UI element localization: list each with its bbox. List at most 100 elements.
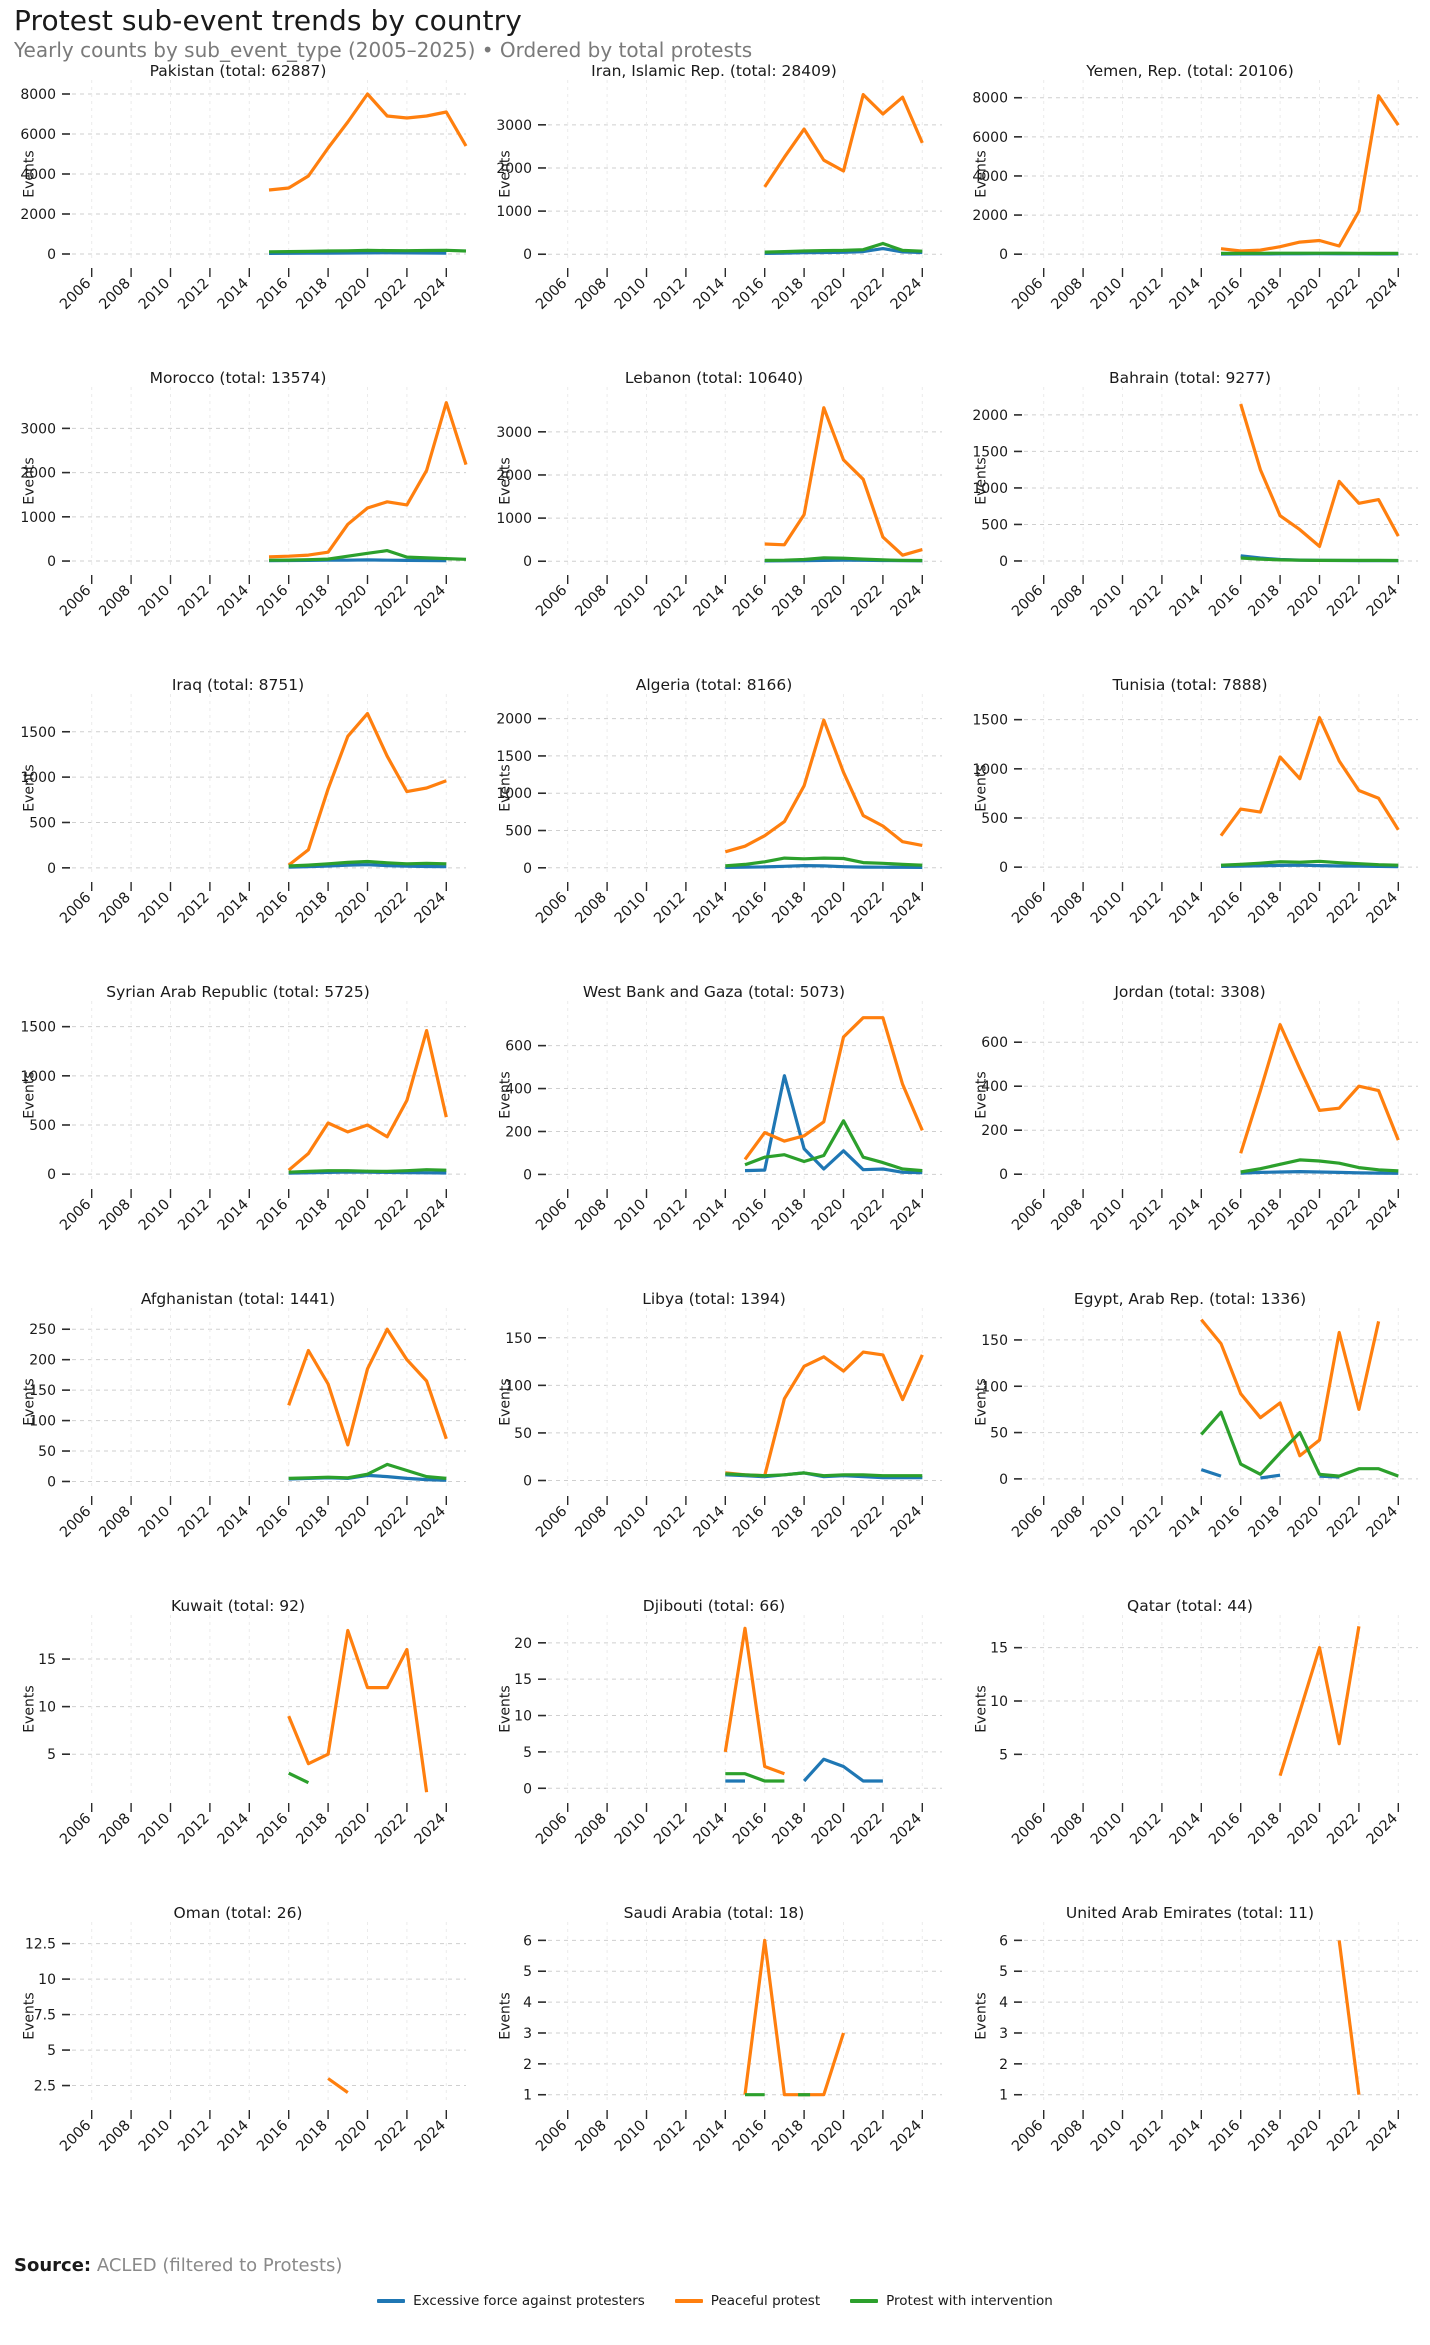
x-tick-label: 2018	[294, 1504, 331, 1541]
x-tick-label: 2022	[848, 1811, 885, 1848]
y-tick-label: 1500	[20, 725, 56, 741]
x-tick-label: 2010	[1088, 1811, 1125, 1848]
series-line	[269, 250, 466, 252]
x-tick-label: 2006	[1009, 1811, 1046, 1848]
y-tick-label: 0	[999, 1167, 1008, 1183]
y-tick-label: 5	[523, 1745, 532, 1761]
legend-item[interactable]: Excessive force against protesters	[377, 2293, 645, 2309]
x-tick-label: 2020	[333, 2118, 370, 2155]
x-tick-label: 2018	[1246, 2118, 1283, 2155]
x-tick-label: 2016	[1206, 2118, 1243, 2155]
y-tick-label: 10	[990, 1694, 1008, 1710]
page-subtitle: Yearly counts by sub_event_type (2005–20…	[14, 38, 752, 62]
x-tick-label: 2020	[1285, 1811, 1322, 1848]
y-tick-label: 0	[999, 1472, 1008, 1488]
legend-item[interactable]: Peaceful protest	[675, 2293, 820, 2309]
x-tick-label: 2012	[651, 2118, 688, 2155]
x-tick-label: 2008	[97, 2118, 134, 2155]
x-tick-label: 2022	[372, 1504, 409, 1541]
x-tick-label: 2010	[136, 890, 173, 927]
x-tick-label: 2012	[175, 890, 212, 927]
y-tick-label: 100	[505, 1378, 532, 1394]
y-tick-label: 1000	[972, 762, 1008, 778]
y-tick-label: 10	[38, 1972, 56, 1988]
y-tick-label: 20	[514, 1636, 532, 1652]
x-tick-label: 2022	[1324, 890, 1361, 927]
x-tick-label: 2010	[612, 890, 649, 927]
x-tick-label: 2010	[136, 583, 173, 620]
x-tick-label: 2014	[691, 1811, 728, 1848]
x-tick-label: 2010	[1088, 1504, 1125, 1541]
legend-label: Protest with intervention	[886, 2293, 1053, 2309]
x-tick-label: 2018	[770, 2118, 807, 2155]
y-tick-label: 1000	[496, 204, 532, 220]
x-tick-label: 2024	[888, 1811, 925, 1848]
y-tick-label: 1000	[20, 770, 56, 786]
x-tick-label: 2018	[1246, 1811, 1283, 1848]
x-tick-label: 2006	[1009, 1504, 1046, 1541]
y-tick-label: 1000	[496, 511, 532, 527]
x-tick-label: 2018	[1246, 276, 1283, 313]
x-tick-label: 2006	[57, 1197, 94, 1234]
x-tick-label: 2010	[612, 1197, 649, 1234]
y-tick-label: 1500	[20, 1020, 56, 1036]
x-tick-label: 2020	[809, 890, 846, 927]
x-tick-label: 2020	[809, 1197, 846, 1234]
y-tick-label: 500	[29, 815, 56, 831]
x-tick-label: 2014	[691, 1197, 728, 1234]
y-tick-label: 4	[999, 1995, 1008, 2011]
x-tick-label: 2024	[888, 276, 925, 313]
x-tick-label: 2022	[848, 583, 885, 620]
series-line	[745, 1076, 922, 1173]
x-tick-label: 2008	[97, 890, 134, 927]
x-tick-label: 2016	[730, 583, 767, 620]
x-tick-label: 2012	[651, 1811, 688, 1848]
x-tick-label: 2024	[1364, 583, 1401, 620]
x-tick-label: 2022	[848, 1197, 885, 1234]
x-tick-label: 2020	[333, 890, 370, 927]
x-tick-label: 2008	[1049, 2118, 1086, 2155]
series-line	[1201, 1412, 1398, 1476]
y-tick-label: 0	[523, 247, 532, 263]
x-tick-label: 2024	[412, 1197, 449, 1234]
y-tick-label: 15	[990, 1641, 1008, 1657]
x-tick-label: 2022	[1324, 1811, 1361, 1848]
x-tick-label: 2018	[294, 1811, 331, 1848]
x-tick-label: 2016	[730, 1197, 767, 1234]
y-tick-label: 2000	[972, 208, 1008, 224]
x-tick-label: 2024	[1364, 2118, 1401, 2155]
x-tick-label: 2012	[651, 1504, 688, 1541]
x-tick-label: 2020	[333, 583, 370, 620]
y-tick-label: 0	[523, 1167, 532, 1183]
y-tick-label: 150	[29, 1383, 56, 1399]
x-tick-label: 2016	[1206, 890, 1243, 927]
x-tick-label: 2020	[809, 1504, 846, 1541]
y-tick-label: 100	[981, 1379, 1008, 1395]
x-tick-label: 2006	[57, 1504, 94, 1541]
x-tick-label: 2016	[254, 1504, 291, 1541]
x-tick-label: 2014	[1167, 1504, 1204, 1541]
y-tick-label: 150	[505, 1331, 532, 1347]
x-tick-label: 2008	[573, 2118, 610, 2155]
y-tick-label: 4000	[20, 167, 56, 183]
x-tick-label: 2018	[770, 890, 807, 927]
x-tick-label: 2022	[372, 276, 409, 313]
x-tick-label: 2022	[372, 1197, 409, 1234]
y-tick-label: 4000	[972, 169, 1008, 185]
legend-item[interactable]: Protest with intervention	[850, 2293, 1053, 2309]
x-tick-label: 2008	[573, 1811, 610, 1848]
source-label: Source:	[14, 2255, 91, 2276]
x-tick-label: 2022	[372, 890, 409, 927]
legend-swatch-icon	[675, 2299, 703, 2303]
x-tick-label: 2010	[136, 2118, 173, 2155]
x-tick-label: 2018	[770, 1811, 807, 1848]
